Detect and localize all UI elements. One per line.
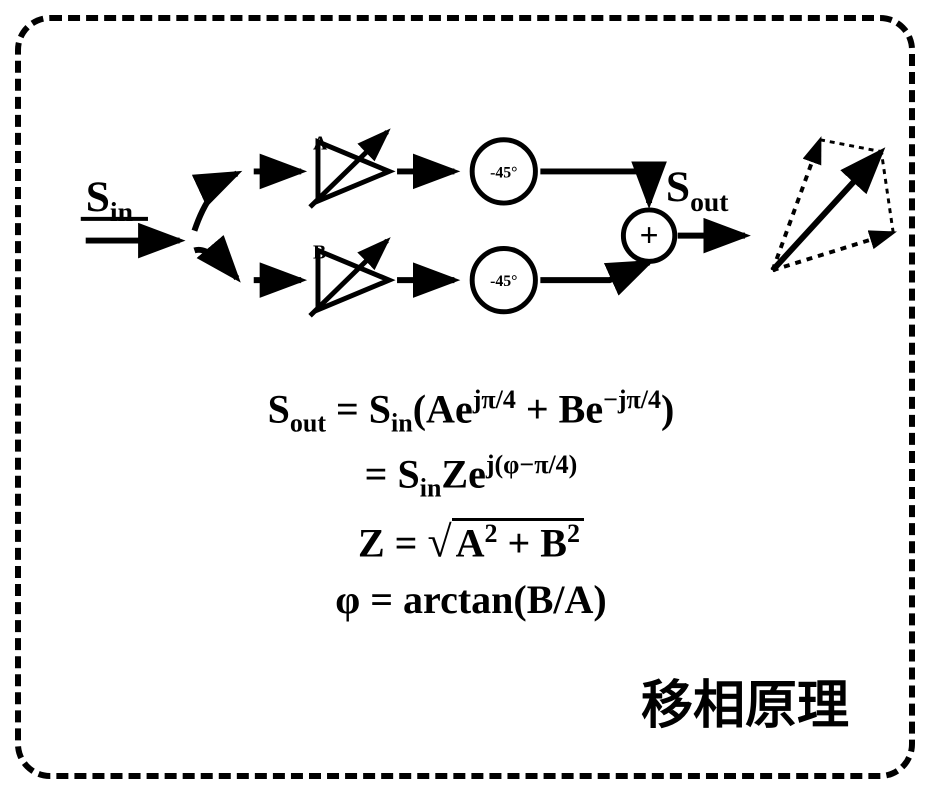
dashed-frame: Sin A -45° B -45° + Sout [15, 15, 915, 779]
split-curve-bot [194, 250, 237, 278]
caption: 移相原理 [641, 663, 849, 738]
vector-diagram [773, 140, 894, 270]
equation-4: φ = arctan(B/A) [21, 580, 921, 620]
output-label: Sout [666, 163, 729, 217]
block-diagram: Sin A -45° B -45° + Sout [61, 91, 911, 321]
equations-block: Sout = Sin(Aejπ/4 + Be−jπ/4) = SinZej(φ−… [21, 371, 921, 636]
arrow-top-3 [540, 171, 649, 203]
split-curve-top [194, 173, 237, 230]
arrow-bot-3 [540, 262, 649, 280]
phase-bot-text: -45° [490, 273, 517, 290]
equation-1: Sout = Sin(Aejπ/4 + Be−jπ/4) [21, 387, 921, 436]
phase-top-text: -45° [490, 164, 517, 181]
equation-2: = SinZej(φ−π/4) [21, 452, 921, 501]
summer-plus: + [640, 218, 659, 255]
equation-3: Z = √A2 + B2 [21, 518, 921, 564]
